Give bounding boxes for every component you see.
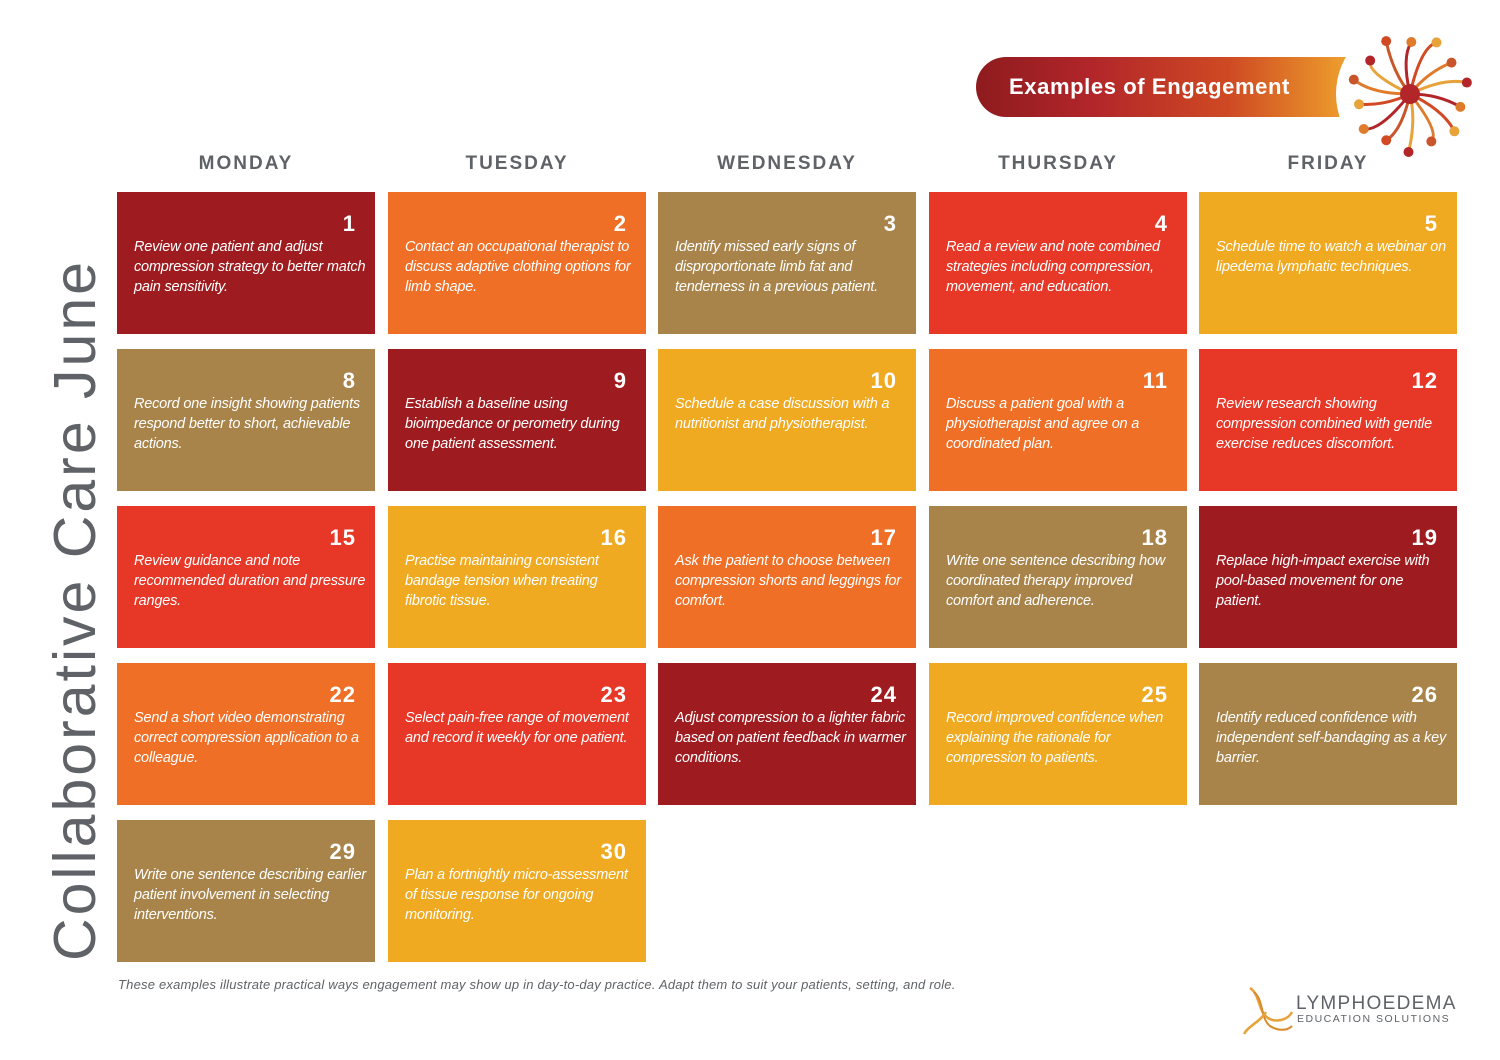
day-activity: Identify missed early signs of dispropor… xyxy=(675,239,878,295)
calendar-day-25: 25 Record improved confidence when explai… xyxy=(929,663,1187,805)
calendar-day-9: 9 Establish a baseline using bioimpedance… xyxy=(388,349,646,491)
day-number: 5 xyxy=(1424,211,1438,236)
day-number: 2 xyxy=(613,211,627,236)
day-number: 19 xyxy=(1411,525,1438,550)
day-activity: Contact an occupational therapist to dis… xyxy=(405,239,631,295)
brand-subtitle: EDUCATION SOLUTIONS xyxy=(1297,1013,1451,1025)
day-number: 17 xyxy=(870,525,897,550)
day-header-tuesday: TUESDAY xyxy=(465,153,569,174)
day-number: 24 xyxy=(870,682,897,707)
calendar-day-29: 29 Write one sentence describing earlier … xyxy=(117,820,375,962)
calendar-day-26: 26 Identify reduced confidence with indep… xyxy=(1199,663,1457,805)
banner-label: Examples of Engagement xyxy=(1009,74,1290,99)
day-number: 16 xyxy=(600,525,627,550)
day-activity: Review research showing compression comb… xyxy=(1216,396,1433,452)
day-activity: Identify reduced confidence with indepen… xyxy=(1216,710,1447,766)
day-number: 12 xyxy=(1411,368,1438,393)
page-title: Collaborative Care June xyxy=(42,259,108,961)
day-header-monday: MONDAY xyxy=(198,153,294,174)
calendar-day-16: 16 Practise maintaining consistent bandag… xyxy=(388,506,646,648)
day-activity: Review guidance and note recommended dur… xyxy=(134,553,366,609)
day-number: 15 xyxy=(329,525,356,550)
day-number: 3 xyxy=(883,211,897,236)
network-logo-icon xyxy=(1336,20,1484,168)
calendar-day-8: 8 Record one insight showing patients res… xyxy=(117,349,375,491)
day-activity: Write one sentence describing earlier pa… xyxy=(134,867,366,923)
day-activity: Plan a fortnightly micro-assessment of t… xyxy=(405,867,628,923)
calendar-day-10: 10 Schedule a case discussion with a nutr… xyxy=(658,349,916,491)
day-number: 18 xyxy=(1141,525,1168,550)
day-header-thursday: THURSDAY xyxy=(998,153,1118,174)
calendar-day-18: 18 Write one sentence describing how coor… xyxy=(929,506,1187,648)
day-activity: Discuss a patient goal with a physiother… xyxy=(946,396,1140,452)
calendar-day-15: 15 Review guidance and note recommended d… xyxy=(117,506,375,648)
calendar-day-2: 2 Contact an occupational therapist to di… xyxy=(388,192,646,334)
section-banner xyxy=(976,57,1366,117)
day-activity: Read a review and note combined strategi… xyxy=(946,239,1160,295)
calendar-day-3: 3 Identify missed early signs of dispropo… xyxy=(658,192,916,334)
day-number: 1 xyxy=(342,211,356,236)
calendar-day-23: 23 Select pain-free range of movement and… xyxy=(388,663,646,805)
day-number: 22 xyxy=(329,682,356,707)
calendar-day-19: 19 Replace high-impact exercise with pool… xyxy=(1199,506,1457,648)
day-activity: Replace high-impact exercise with pool-b… xyxy=(1216,553,1430,609)
day-activity: Record improved confidence when explaini… xyxy=(946,710,1164,766)
day-activity: Establish a baseline using bioimpedance … xyxy=(405,396,620,452)
calendar-day-1: 1 Review one patient and adjust compressi… xyxy=(117,192,375,334)
day-number: 8 xyxy=(342,368,356,393)
brand-name: LYMPHOEDEMA xyxy=(1296,993,1457,1014)
footnote: These examples illustrate practical ways… xyxy=(118,977,956,992)
day-activity: Practise maintaining consistent bandage … xyxy=(405,553,599,609)
day-header-friday: FRIDAY xyxy=(1287,153,1369,174)
calendar-day-17: 17 Ask the patient to choose between comp… xyxy=(658,506,916,648)
calendar-day-11: 11 Discuss a patient goal with a physioth… xyxy=(929,349,1187,491)
day-number: 10 xyxy=(870,368,897,393)
day-number: 30 xyxy=(600,839,627,864)
calendar-day-12: 12 Review research showing compression co… xyxy=(1199,349,1457,491)
day-activity: Ask the patient to choose between compre… xyxy=(675,553,901,609)
calendar-day-24: 24 Adjust compression to a lighter fabric… xyxy=(658,663,916,805)
brand-logo-icon xyxy=(1242,986,1294,1035)
day-activity: Select pain-free range of movement and r… xyxy=(405,710,629,746)
day-header-wednesday: WEDNESDAY xyxy=(717,153,857,174)
day-activity: Adjust compression to a lighter fabric b… xyxy=(675,710,906,766)
day-activity: Write one sentence describing how coordi… xyxy=(946,553,1166,609)
day-activity: Review one patient and adjust compressio… xyxy=(134,239,366,295)
day-number: 11 xyxy=(1142,368,1168,393)
day-number: 23 xyxy=(600,682,627,707)
day-number: 29 xyxy=(329,839,356,864)
calendar-day-22: 22 Send a short video demonstrating corre… xyxy=(117,663,375,805)
day-number: 25 xyxy=(1141,682,1168,707)
day-activity: Schedule time to watch a webinar on lipe… xyxy=(1216,239,1446,275)
day-activity: Record one insight showing patients resp… xyxy=(134,396,360,452)
day-number: 26 xyxy=(1411,682,1438,707)
day-activity: Send a short video demonstrating correct… xyxy=(134,710,359,766)
calendar-day-30: 30 Plan a fortnightly micro-assessment of… xyxy=(388,820,646,962)
day-number: 9 xyxy=(613,368,627,393)
day-number: 4 xyxy=(1154,211,1168,236)
calendar-day-5: 5 Schedule time to watch a webinar on lip… xyxy=(1199,192,1457,334)
day-activity: Schedule a case discussion with a nutrit… xyxy=(675,396,890,432)
calendar-day-4: 4 Read a review and note combined strateg… xyxy=(929,192,1187,334)
